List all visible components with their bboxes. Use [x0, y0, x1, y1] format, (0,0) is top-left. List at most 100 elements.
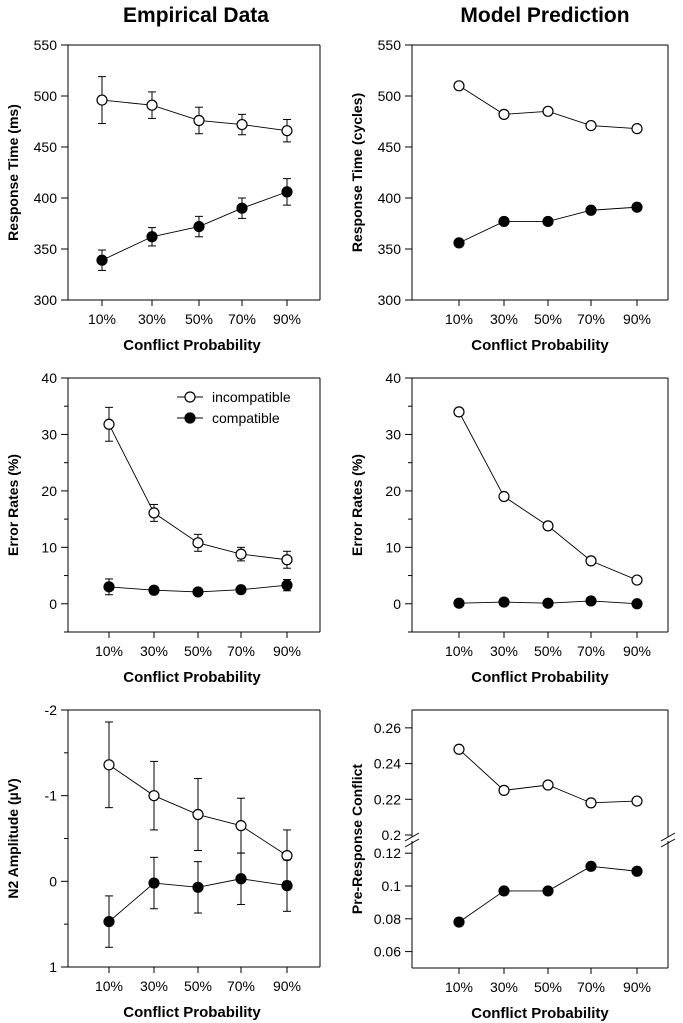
p3-y-tick-label: 10	[41, 539, 57, 555]
p5-point-incompatible	[103, 759, 115, 771]
p3-point-compatible	[192, 586, 204, 598]
p3-point-incompatible	[281, 554, 293, 566]
p2-x-tick-label: 90%	[623, 311, 651, 327]
p6-x-tick-label: 10%	[445, 979, 473, 995]
p6-y-tick-label: 0.2	[382, 827, 402, 843]
p4-point-compatible	[631, 598, 643, 610]
p4-point-incompatible	[542, 520, 554, 532]
p5-point-incompatible	[281, 850, 293, 862]
p2-point-compatible	[542, 215, 554, 228]
p5-x-tick-label: 10%	[95, 978, 123, 994]
p2-point-incompatible	[585, 119, 597, 132]
p2-point-incompatible	[542, 105, 554, 117]
p1-point-incompatible	[236, 118, 248, 131]
p2-point-incompatible	[631, 123, 643, 135]
p5-point-incompatible	[235, 820, 247, 832]
legend-marker-incompatible	[184, 391, 196, 403]
p1-x-tick-label: 30%	[138, 311, 166, 327]
p2-x-tick-label: 70%	[577, 311, 605, 327]
p6-point-compatible	[631, 865, 643, 877]
p6-point-compatible	[585, 860, 597, 872]
p1-x-tick-label: 50%	[185, 311, 213, 327]
p5-x-tick-label: 70%	[227, 978, 255, 994]
p1-x-tick-label: 10%	[88, 311, 116, 327]
p4-x-tick-label: 50%	[534, 643, 562, 659]
p6-y-tick-label: 0.08	[374, 911, 401, 927]
legend-label-compatible: compatible	[212, 410, 280, 426]
p6-axis-break-left	[404, 838, 420, 848]
p1-y-tick-label: 400	[34, 190, 58, 206]
p5-point-compatible	[235, 873, 247, 885]
legend-label-incompatible: incompatible	[212, 389, 291, 405]
p1-point-compatible	[96, 254, 108, 266]
p2-y-tick-label: 350	[378, 241, 402, 257]
p4-y-tick-label: 40	[385, 370, 401, 386]
p3-x-tick-label: 30%	[140, 643, 168, 659]
p3-point-incompatible	[103, 418, 115, 430]
p6-point-incompatible	[585, 797, 597, 809]
legend-marker-compatible	[184, 412, 196, 424]
p6-y-tick-label: 0.26	[374, 720, 401, 736]
p6-x-label: Conflict Probability	[471, 1005, 609, 1022]
p3-point-incompatible	[148, 507, 160, 519]
p6-line-incompatible	[458, 748, 638, 804]
p3-y-tick-label: 30	[41, 426, 57, 442]
p4-line-incompatible	[458, 411, 638, 581]
p1-point-incompatible	[281, 125, 293, 137]
p3-point-compatible	[235, 584, 247, 596]
p3-point-incompatible	[192, 537, 204, 549]
p4-point-incompatible	[585, 555, 597, 567]
p3-x-tick-label: 90%	[273, 643, 301, 659]
p2-point-compatible	[498, 215, 510, 228]
p1-y-tick-label: 350	[34, 241, 58, 257]
p3-point-compatible	[148, 584, 160, 596]
p1-point-compatible	[236, 202, 248, 214]
p6-y-tick-label: 0.1	[382, 878, 402, 894]
p5-point-compatible	[103, 915, 115, 928]
p4-y-tick-label: 20	[385, 483, 401, 499]
p4-point-incompatible	[453, 406, 465, 418]
p1-y-tick-label: 550	[34, 37, 58, 53]
p1-y-label: Response Time (ms)	[5, 104, 21, 241]
p2-x-tick-label: 10%	[445, 311, 473, 327]
p6-axis-break-right	[660, 832, 676, 842]
p3-y-tick-label: 20	[41, 483, 57, 499]
p4-x-label: Conflict Probability	[471, 669, 609, 686]
p1-point-incompatible	[96, 94, 108, 106]
p4-point-compatible	[585, 595, 597, 607]
p6-point-incompatible	[542, 779, 554, 791]
p1-y-tick-label: 500	[34, 88, 58, 104]
p4-x-tick-label: 90%	[623, 643, 651, 659]
p2-point-incompatible	[453, 80, 465, 92]
p4-point-incompatible	[498, 490, 510, 503]
col-title-empirical: Empirical Data	[123, 4, 269, 27]
p4-y-tick-label: 10	[385, 539, 401, 555]
p1-y-tick-label: 450	[34, 139, 58, 155]
p4-x-tick-label: 70%	[577, 643, 605, 659]
p6-point-incompatible	[453, 743, 465, 755]
p1-y-tick-label: 300	[34, 292, 58, 308]
p3-point-compatible	[103, 581, 115, 593]
p1-point-incompatible	[146, 99, 158, 111]
p6-point-incompatible	[498, 784, 510, 796]
p2-x-label: Conflict Probability	[471, 337, 609, 354]
p2-y-tick-label: 300	[378, 292, 402, 308]
p2-y-tick-label: 550	[378, 37, 402, 53]
p5-y-tick-label: -1	[45, 788, 58, 804]
p1-point-compatible	[193, 220, 205, 233]
p2-y-tick-label: 450	[378, 139, 402, 155]
p2-point-compatible	[585, 204, 597, 216]
p6-y-tick-label: 0.12	[374, 845, 401, 861]
p3-point-incompatible	[235, 548, 247, 560]
p6-axis-break-right	[660, 838, 676, 848]
p5-x-tick-label: 50%	[184, 978, 212, 994]
p1-point-compatible	[281, 186, 293, 198]
p5-point-compatible	[148, 877, 160, 889]
p2-x-tick-label: 30%	[490, 311, 518, 327]
p6-x-tick-label: 70%	[577, 979, 605, 995]
p3-x-tick-label: 70%	[227, 643, 255, 659]
p2-point-compatible	[453, 237, 465, 249]
p6-point-compatible	[498, 885, 510, 897]
p2-point-compatible	[631, 201, 643, 213]
